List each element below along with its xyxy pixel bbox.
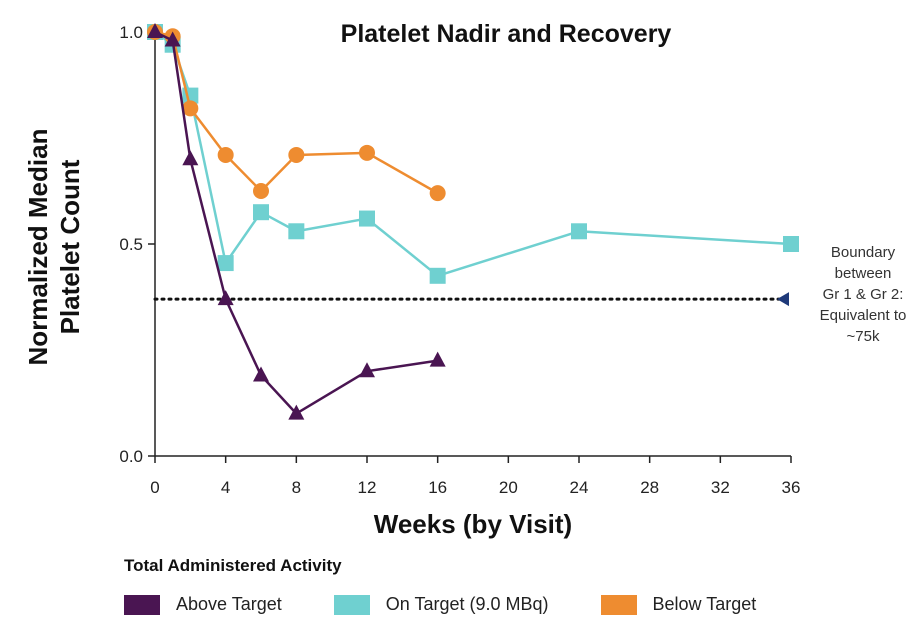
y-tick-label: 0.0 <box>119 447 143 466</box>
y-tick-label: 1.0 <box>119 23 143 42</box>
data-point-above-target <box>164 31 181 47</box>
data-point-above-target <box>359 362 375 378</box>
boundary-annotation-line: Equivalent to <box>820 307 907 324</box>
legend-swatch-on-target <box>333 594 370 615</box>
y-axis-label-line-2: Platelet Count <box>55 159 85 334</box>
boundary-annotation: Boundary between Gr 1 & Gr 2: Equivalent to… <box>820 244 907 345</box>
legend-label-on-target: On Target (9.0 MBq) <box>385 594 549 614</box>
data-point-above-target <box>217 290 234 306</box>
legend-title: Total Administered Activity <box>124 556 342 575</box>
series-line-below-target <box>154 30 439 195</box>
legend-label-above-target: Above Target <box>176 594 282 614</box>
boundary-annotation-line: Gr 1 & Gr 2: <box>823 286 904 303</box>
data-point-on-target-9-0-mbq <box>359 210 375 227</box>
data-point-on-target-9-0-mbq <box>253 204 269 221</box>
platelet-chart: Platelet Nadir and Recovery 0 4 8 12 16 20 24 2… <box>23 20 907 539</box>
data-point-on-target-9-0-mbq <box>783 236 799 252</box>
series-layer <box>147 23 799 420</box>
data-point-below-target <box>182 100 199 117</box>
data-point-above-target <box>182 150 199 166</box>
data-point-below-target <box>217 146 234 163</box>
legend-items: Above Target On Target (9.0 MBq) Below T… <box>124 594 884 615</box>
data-point-above-target <box>288 404 305 420</box>
series-above-target <box>147 23 446 420</box>
series-line-on-target-9-0-mbq <box>154 30 792 278</box>
boundary-annotation-line: between <box>835 265 892 282</box>
reference-line <box>153 292 789 307</box>
data-point-on-target-9-0-mbq <box>288 223 305 240</box>
legend-label-below-target: Below Target <box>652 594 757 614</box>
boundary-annotation-line: ~75k <box>847 328 880 345</box>
x-axis-label: Weeks (by Visit) <box>374 509 572 539</box>
axes: 0 4 8 12 16 20 24 28 32 36 0.0 0.5 1.0 <box>119 23 800 497</box>
data-point-on-target-9-0-mbq <box>429 267 446 284</box>
legend-item-above-target: Above Target <box>124 594 282 615</box>
y-tick-label: 0.5 <box>119 235 143 254</box>
legend-item-on-target: On Target (9.0 MBq) <box>333 594 549 615</box>
y-axis-label-line-1: Normalized Median <box>23 129 53 366</box>
x-tick-label: 16 <box>428 478 447 497</box>
data-point-below-target <box>359 144 375 161</box>
x-tick-label: 36 <box>782 478 801 497</box>
legend-item-below-target: Below Target <box>600 594 757 615</box>
x-tick-label: 12 <box>358 478 377 497</box>
data-point-above-target <box>147 23 163 38</box>
legend-swatch-above-target <box>124 594 160 615</box>
x-tick-label: 8 <box>292 478 301 497</box>
x-tick-label: 20 <box>499 478 518 497</box>
data-point-below-target <box>429 185 446 202</box>
boundary-annotation-line: Boundary <box>831 244 896 261</box>
series-on-target-9-0-mbq <box>147 24 799 284</box>
legend: Total Administered Activity Above Target… <box>124 556 884 615</box>
data-point-above-target <box>253 366 269 382</box>
x-tick-label: 0 <box>150 478 159 497</box>
series-line-above-target <box>154 30 438 415</box>
x-tick-label: 4 <box>221 478 230 497</box>
data-point-above-target <box>429 351 446 367</box>
series-below-target <box>147 24 446 202</box>
data-point-on-target-9-0-mbq <box>217 255 234 272</box>
data-point-below-target <box>288 146 305 163</box>
data-point-on-target-9-0-mbq <box>571 223 587 240</box>
data-point-below-target <box>253 183 269 199</box>
x-tick-label: 24 <box>570 478 589 497</box>
boundary-marker <box>777 292 789 307</box>
legend-swatch-below-target <box>600 594 637 615</box>
chart-title: Platelet Nadir and Recovery <box>341 20 672 48</box>
x-tick-label: 28 <box>640 478 659 497</box>
x-tick-label: 32 <box>711 478 730 497</box>
